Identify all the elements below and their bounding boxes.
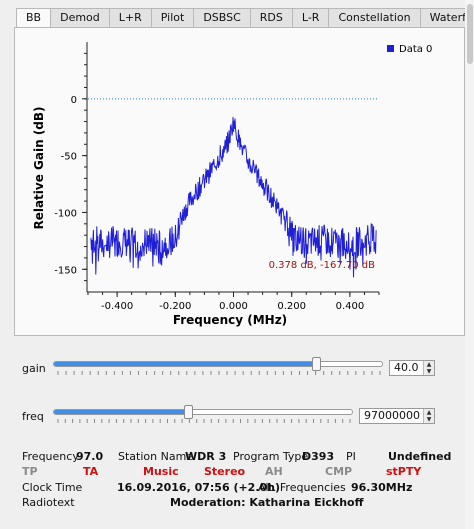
flag-stereo: Stereo <box>204 465 246 478</box>
spectrum-plot[interactable]: 0 -50 -100 -150 -0.400 -0.200 0.000 0.200 0.400… <box>15 28 466 337</box>
gain-slider[interactable] <box>53 357 383 371</box>
tab-bb[interactable]: BB <box>16 8 52 28</box>
flag-music: Music <box>143 465 179 478</box>
x-tick-label: 0.000 <box>219 301 248 312</box>
frequency-value: 97.0 <box>76 450 104 463</box>
tab-dsbsc[interactable]: DSBSC <box>193 8 251 27</box>
radiotext-label: Radiotext <box>22 496 75 509</box>
flag-cmp: CMP <box>325 465 353 478</box>
legend-swatch <box>387 45 394 52</box>
alt-frequencies-label: Alt. Frequencies <box>258 481 346 494</box>
x-tick-label: -0.400 <box>101 301 133 312</box>
gain-spin-buttons[interactable]: ▲ ▼ <box>423 361 434 375</box>
clock-time-label: Clock Time <box>22 481 83 494</box>
frequency-label: Frequency <box>22 450 79 463</box>
spectrum-line <box>90 116 377 278</box>
freq-slider-handle[interactable] <box>184 405 194 419</box>
flag-ah: AH <box>265 465 283 478</box>
freq-label: freq <box>22 410 44 423</box>
scrollbar-thumb[interactable] <box>467 4 473 64</box>
plot-panel: 0 -50 -100 -150 -0.400 -0.200 0.000 0.200 0.400… <box>14 27 465 336</box>
y-tick-label: -150 <box>54 265 77 276</box>
freq-slider-ticks <box>57 419 351 423</box>
alt-frequencies-value: 96.30MHz <box>351 481 413 494</box>
x-ticks: -0.400 -0.200 0.000 0.200 0.400 <box>87 292 380 312</box>
freq-slider-fill <box>54 410 189 414</box>
tab-waterfall[interactable]: Waterfall <box>419 8 474 27</box>
gain-label: gain <box>22 362 46 375</box>
flag-stpty: stPTY <box>386 465 422 478</box>
x-tick-label: 0.200 <box>277 301 306 312</box>
x-axis-label: Frequency (MHz) <box>173 313 287 327</box>
gain-spinbox[interactable]: 40.0 ▲ ▼ <box>389 360 435 376</box>
y-tick-label: -50 <box>61 152 77 163</box>
tab-demod[interactable]: Demod <box>50 8 110 27</box>
cursor-readout: 0.378 dB, -167.70 dB <box>269 260 375 271</box>
flag-tp: TP <box>22 465 38 478</box>
y-tick-label: 0 <box>71 95 77 106</box>
legend-label: Data 0 <box>399 44 432 55</box>
program-type-label: Program Type <box>233 450 309 463</box>
radiotext-value: Moderation: Katharina Eickhoff <box>170 496 364 509</box>
program-type-value: D393 <box>302 450 335 463</box>
tab-rds[interactable]: RDS <box>249 8 293 27</box>
tab-l-minus-r[interactable]: L-R <box>291 8 330 27</box>
pi-value: Undefined <box>388 450 452 463</box>
tab-pilot[interactable]: Pilot <box>150 8 195 27</box>
freq-spinbox[interactable]: 97000000 ▲ ▼ <box>359 408 435 424</box>
tab-constellation[interactable]: Constellation <box>328 8 421 27</box>
gain-slider-fill <box>54 362 317 366</box>
gain-value: 40.0 <box>394 361 419 374</box>
tab-l-plus-r[interactable]: L+R <box>108 8 152 27</box>
station-name-label: Station Name <box>118 450 194 463</box>
clock-time-value: 16.09.2016, 07:56 (+2.0h) <box>117 481 281 494</box>
x-tick-label: -0.200 <box>159 301 191 312</box>
gain-slider-ticks <box>57 371 381 375</box>
station-name-value: WDR 3 <box>185 450 227 463</box>
tab-bar: BB Demod L+R Pilot DSBSC RDS L-R Constel… <box>16 8 474 28</box>
freq-slider[interactable] <box>53 405 353 419</box>
freq-value: 97000000 <box>364 409 420 422</box>
freq-spin-buttons[interactable]: ▲ ▼ <box>423 409 434 423</box>
x-tick-label: 0.400 <box>336 301 365 312</box>
y-ticks: 0 -50 -100 -150 <box>54 52 87 282</box>
gain-slider-handle[interactable] <box>312 357 322 371</box>
y-tick-label: -100 <box>54 208 77 219</box>
pi-label: PI <box>346 450 356 463</box>
vertical-scrollbar[interactable] <box>465 0 474 529</box>
y-axis-label: Relative Gain (dB) <box>32 106 46 229</box>
flag-ta: TA <box>83 465 99 478</box>
